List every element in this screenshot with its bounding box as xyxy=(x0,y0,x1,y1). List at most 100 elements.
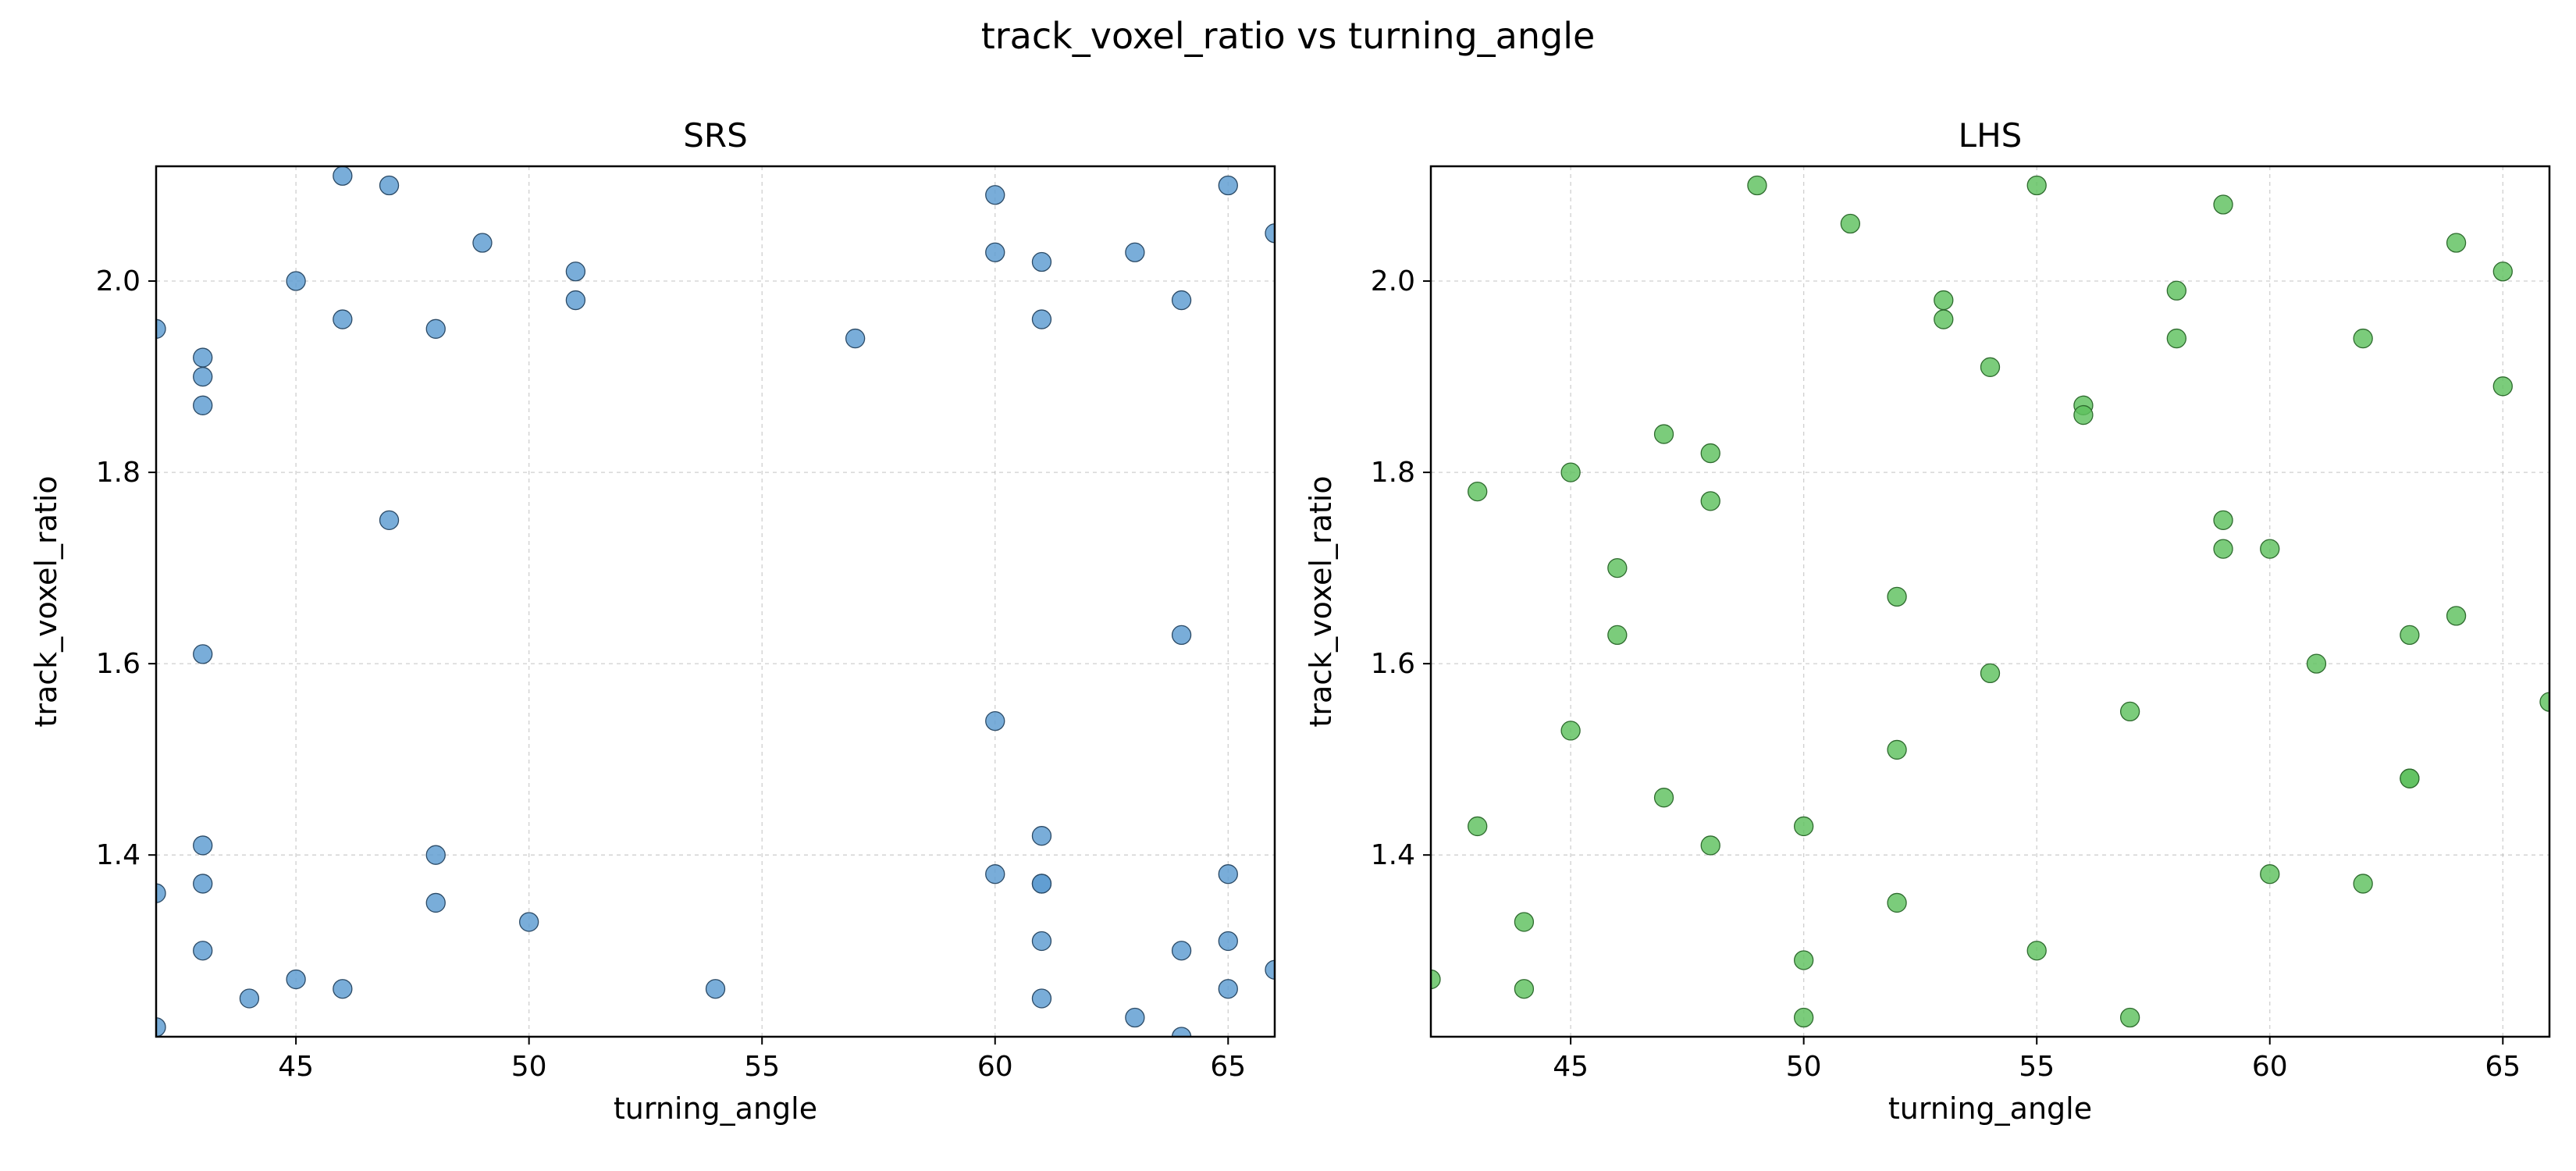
scatter-point xyxy=(193,366,213,387)
scatter-point xyxy=(379,175,400,196)
panel-title: SRS xyxy=(683,116,748,155)
scatter-point xyxy=(333,979,353,999)
scatter-point xyxy=(1700,443,1720,464)
scatter-point xyxy=(1653,788,1674,808)
scatter-point xyxy=(156,883,166,903)
y-axis-label: track_voxel_ratio xyxy=(29,475,63,727)
scatter-point xyxy=(1468,481,1488,502)
scatter-point xyxy=(1125,1007,1145,1028)
plot-frame xyxy=(1429,165,2551,1038)
scatter-point xyxy=(425,319,446,339)
y-tick-label: 1.4 xyxy=(96,839,141,871)
scatter-point xyxy=(2026,941,2047,961)
scatter-point xyxy=(2260,539,2280,559)
scatter-point xyxy=(1031,988,1052,1009)
scatter-point xyxy=(2213,539,2233,559)
scatter-point xyxy=(1794,950,1814,970)
scatter-point xyxy=(193,941,213,961)
scatter-point xyxy=(379,510,400,531)
scatter-point xyxy=(2400,625,2420,646)
scatter-point xyxy=(1265,959,1275,980)
scatter-point xyxy=(565,262,586,282)
scatter-point xyxy=(193,395,213,415)
figure-suptitle: track_voxel_ratio vs turning_angle xyxy=(981,15,1596,57)
scatter-point xyxy=(705,979,726,999)
scatter-point xyxy=(2073,404,2094,425)
scatter-points xyxy=(1431,175,2549,1028)
scatter-point xyxy=(1171,290,1192,311)
scatter-point xyxy=(1031,931,1052,952)
scatter-point xyxy=(2213,194,2233,215)
y-axis-label: track_voxel_ratio xyxy=(1304,475,1338,727)
scatter-point xyxy=(2119,1007,2140,1028)
plot-frame xyxy=(155,165,1276,1038)
scatter-point xyxy=(1468,816,1488,837)
scatter-point xyxy=(1700,835,1720,856)
scatter-point xyxy=(1218,175,1238,196)
panel-title: LHS xyxy=(1959,116,2023,155)
scatter-point xyxy=(286,969,306,990)
scatter-point xyxy=(845,328,866,349)
scatter-point xyxy=(1794,1007,1814,1028)
scatter-point xyxy=(1607,625,1628,646)
y-tick-label: 2.0 xyxy=(96,265,141,297)
scatter-point xyxy=(2260,864,2280,884)
scatter-point xyxy=(985,864,1005,884)
scatter-point xyxy=(1747,175,1767,196)
scatter-point xyxy=(425,892,446,913)
scatter-point xyxy=(1031,874,1052,894)
scatter-point xyxy=(1887,892,1907,913)
scatter-point xyxy=(1794,816,1814,837)
scatter-point xyxy=(156,1017,166,1037)
scatter-point xyxy=(519,912,539,932)
scatter-point xyxy=(1514,979,1535,999)
scatter-point xyxy=(1607,557,1628,578)
scatter-point xyxy=(1031,826,1052,846)
scatter-point xyxy=(2213,510,2233,531)
scatter-point xyxy=(1887,739,1907,760)
y-tick-label: 1.4 xyxy=(1371,839,1415,871)
scatter-point xyxy=(1218,931,1238,952)
scatter-point xyxy=(1840,213,1861,234)
x-tick-label: 60 xyxy=(977,1051,1013,1083)
y-tick-label: 2.0 xyxy=(1371,265,1415,297)
scatter-point xyxy=(1218,864,1238,884)
scatter-point xyxy=(2446,233,2467,253)
scatter-point xyxy=(2492,376,2513,397)
scatter-point xyxy=(333,166,353,186)
scatter-point xyxy=(472,233,493,253)
scatter-point xyxy=(1980,357,2001,377)
x-tick-label: 55 xyxy=(2019,1051,2055,1083)
scatter-point xyxy=(1887,586,1907,607)
scatter-points xyxy=(156,166,1275,1037)
scatter-point xyxy=(2492,262,2513,282)
scatter-point xyxy=(1431,969,1441,990)
scatter-point xyxy=(193,347,213,368)
y-tick-label: 1.6 xyxy=(1371,648,1415,680)
scatter-point xyxy=(1031,309,1052,329)
scatter-point xyxy=(1031,251,1052,272)
x-tick-label: 55 xyxy=(744,1051,780,1083)
scatter-point xyxy=(985,185,1005,205)
x-axis-label: turning_angle xyxy=(614,1091,817,1126)
x-tick-label: 50 xyxy=(1786,1051,1822,1083)
scatter-point xyxy=(2026,175,2047,196)
scatter-point xyxy=(2353,328,2373,349)
scatter-point xyxy=(1560,462,1581,482)
y-tick-label: 1.8 xyxy=(96,457,141,489)
scatter-point xyxy=(286,271,306,291)
scatter-point xyxy=(2446,606,2467,626)
scatter-point xyxy=(2539,692,2549,712)
x-tick-label: 45 xyxy=(1553,1051,1589,1083)
x-axis-label: turning_angle xyxy=(1888,1091,2092,1126)
scatter-point xyxy=(1171,625,1192,646)
scatter-point xyxy=(1125,242,1145,262)
scatter-point xyxy=(1934,290,1954,311)
x-tick-label: 65 xyxy=(1210,1051,1246,1083)
y-tick-label: 1.8 xyxy=(1371,457,1415,489)
scatter-point xyxy=(193,835,213,856)
scatter-point xyxy=(193,874,213,894)
scatter-point xyxy=(193,644,213,664)
